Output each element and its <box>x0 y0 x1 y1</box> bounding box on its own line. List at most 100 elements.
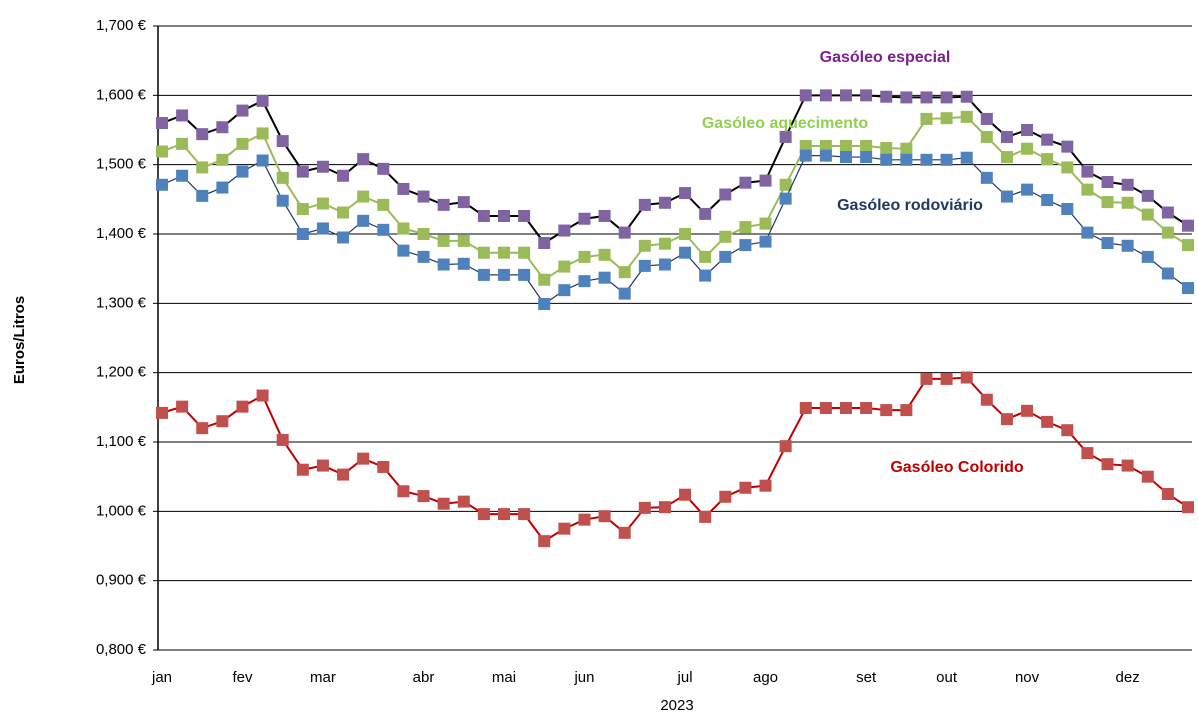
marker <box>759 235 772 248</box>
marker <box>920 112 933 125</box>
y-axis-label: Euros/Litros <box>11 296 28 384</box>
marker <box>437 258 450 271</box>
marker <box>397 182 410 195</box>
marker <box>256 389 269 402</box>
marker <box>719 490 732 503</box>
marker <box>860 151 873 164</box>
marker <box>779 130 792 143</box>
marker <box>779 192 792 205</box>
marker <box>357 190 370 203</box>
y-tick-label: 0,800 € <box>96 641 147 658</box>
marker <box>940 112 953 125</box>
marker <box>276 433 289 446</box>
marker <box>276 194 289 207</box>
marker <box>578 275 591 288</box>
marker <box>739 481 752 494</box>
marker <box>719 250 732 263</box>
marker <box>1081 226 1094 239</box>
marker <box>759 479 772 492</box>
marker <box>156 406 168 419</box>
marker <box>437 234 450 247</box>
marker <box>477 268 490 281</box>
marker <box>860 139 873 152</box>
marker <box>337 468 350 481</box>
marker <box>1141 250 1154 263</box>
series-line <box>161 115 1189 282</box>
y-tick-label: 1,100 € <box>96 433 147 450</box>
marker <box>819 402 832 415</box>
marker <box>960 371 973 384</box>
marker <box>618 287 631 300</box>
marker <box>819 149 832 162</box>
marker <box>1101 458 1114 471</box>
marker <box>679 246 692 259</box>
marker <box>799 139 812 152</box>
marker <box>196 422 209 435</box>
marker <box>638 259 651 272</box>
marker <box>216 153 229 166</box>
series-label: Gasóleo aquecimento <box>702 115 868 132</box>
marker <box>1101 176 1114 188</box>
marker <box>1021 404 1034 417</box>
marker <box>699 250 712 263</box>
marker <box>1182 219 1194 232</box>
marker <box>296 463 309 476</box>
marker <box>558 224 571 237</box>
marker <box>437 198 450 211</box>
marker <box>477 209 490 222</box>
series-label: Gasóleo especial <box>820 49 951 66</box>
marker <box>156 178 168 191</box>
marker <box>679 187 692 200</box>
y-tick-label: 1,500 € <box>96 156 147 173</box>
marker <box>156 145 168 158</box>
marker <box>417 490 430 503</box>
marker <box>236 400 249 413</box>
marker <box>256 154 269 167</box>
marker <box>1021 142 1034 155</box>
marker <box>558 260 571 273</box>
marker <box>739 221 752 234</box>
marker <box>558 522 571 535</box>
marker <box>437 497 450 510</box>
marker <box>1000 151 1013 164</box>
y-tick-label: 1,300 € <box>96 294 147 311</box>
marker <box>316 222 329 235</box>
series-line <box>161 94 1189 245</box>
marker <box>699 207 712 220</box>
marker <box>719 188 732 201</box>
x-tick-label: mar <box>310 669 336 686</box>
y-tick-label: 1,000 € <box>96 502 147 519</box>
marker <box>598 510 611 523</box>
y-tick-label: 1,200 € <box>96 364 147 381</box>
marker <box>1041 133 1054 146</box>
marker <box>739 239 752 252</box>
marker <box>377 162 390 175</box>
x-tick-label: jul <box>677 669 693 686</box>
marker <box>196 128 209 141</box>
marker <box>196 161 209 174</box>
x-axis-label: 2023 <box>660 697 693 714</box>
marker <box>457 495 470 508</box>
marker <box>799 402 812 415</box>
marker <box>819 89 832 102</box>
marker <box>960 90 973 103</box>
marker <box>457 257 470 270</box>
marker <box>840 402 852 415</box>
marker <box>679 488 692 501</box>
marker <box>618 526 631 539</box>
series-label: Gasóleo rodoviário <box>837 197 983 214</box>
marker <box>900 142 913 155</box>
marker <box>296 203 309 216</box>
x-tick-label: jun <box>573 669 594 686</box>
marker <box>296 228 309 240</box>
marker <box>417 228 430 240</box>
x-tick-label: nov <box>1015 669 1040 686</box>
marker <box>518 246 531 259</box>
marker <box>638 501 651 514</box>
marker <box>799 89 812 102</box>
marker <box>357 214 370 227</box>
marker <box>759 217 772 230</box>
marker <box>980 393 993 406</box>
marker <box>276 171 289 184</box>
